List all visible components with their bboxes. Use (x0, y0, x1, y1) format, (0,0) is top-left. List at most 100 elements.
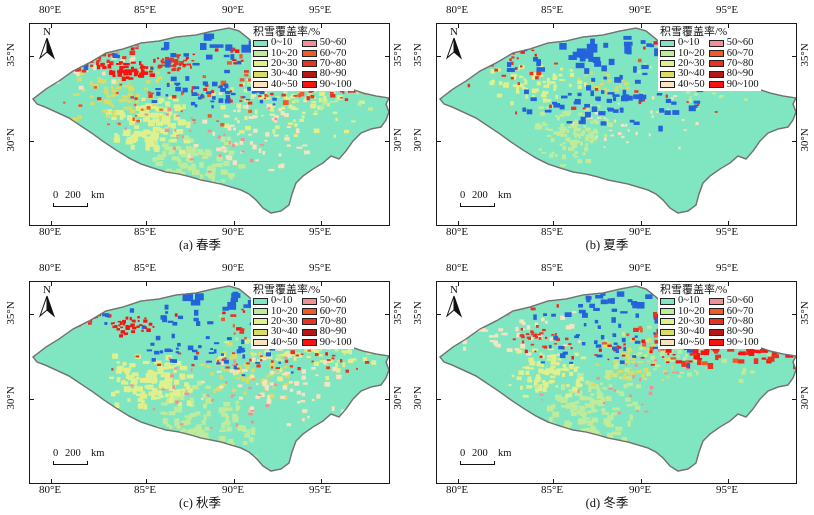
legend-swatch (708, 297, 724, 305)
lon-label-bottom: 90°E (628, 226, 652, 238)
lon-label-bottom: 90°E (221, 226, 245, 238)
legend-label: 70~80 (319, 57, 347, 69)
tick-mark (233, 282, 235, 286)
scale-bar-line (53, 203, 88, 207)
lon-label-top: 95°E (715, 4, 739, 16)
scale-zero-label: 0 (53, 190, 59, 201)
legend-swatch (301, 81, 317, 89)
legend-label: 60~70 (319, 305, 347, 317)
legend-label: 50~60 (319, 37, 347, 49)
legend-label: 50~60 (726, 295, 754, 307)
north-arrow-icon: N (38, 284, 56, 318)
legend-column: 0~10 10~20 20~30 30~40 40~50 (253, 37, 298, 90)
plateau-outline (439, 285, 796, 472)
legend-title: 积雪覆盖率/% (660, 26, 728, 38)
scale-zero-label: 0 (460, 448, 466, 459)
legend-row: 60~70 (708, 305, 759, 317)
legend-swatch (708, 308, 724, 316)
legend-label: 50~60 (726, 37, 754, 49)
lon-label-bottom: 95°E (715, 226, 739, 238)
lon-label-top: 80°E (38, 4, 62, 16)
tick-mark (30, 313, 34, 315)
legend-swatch (301, 328, 317, 336)
legend-swatch (660, 339, 675, 347)
scale-distance-label: 200 (472, 448, 488, 459)
legend-row: 80~90 (301, 68, 352, 80)
lat-label-left: 30°N (412, 128, 424, 152)
tick-mark (145, 24, 147, 28)
lat-label-left: 30°N (412, 386, 424, 410)
legend-label: 20~30 (678, 315, 705, 327)
legend-row: 20~30 (253, 58, 298, 69)
legend-swatch (708, 318, 724, 326)
legend-row: 80~90 (708, 327, 759, 337)
panel-caption: (a) 春季 (179, 238, 221, 252)
legend-swatch (660, 81, 675, 89)
panel-caption: (c) 秋季 (179, 496, 221, 510)
legend-row: 0~10 (253, 37, 298, 48)
legend-label: 30~40 (678, 326, 705, 338)
tick-mark (437, 313, 441, 315)
tick-mark (50, 479, 52, 483)
lon-label-top: 90°E (628, 4, 652, 16)
legend-swatch (301, 39, 317, 47)
lon-label-top: 90°E (221, 4, 245, 16)
legend-swatch (253, 39, 268, 47)
legend-row: 90~100 (708, 79, 759, 90)
legend: 积雪覆盖率/% 0~10 10~20 20~30 30~40 40~50 50~60 60~… (658, 26, 761, 91)
legend-swatch (660, 50, 675, 58)
legend-label: 80~90 (319, 68, 347, 80)
legend-swatch (660, 70, 675, 78)
tick-mark (792, 313, 796, 315)
legend-swatch (708, 60, 724, 68)
scale-zero-label: 0 (460, 190, 466, 201)
tick-mark (320, 221, 322, 225)
lat-label-left: 30°N (5, 386, 17, 410)
lat-label-left: 35°N (412, 43, 424, 67)
legend-swatch (253, 308, 268, 316)
legend-label: 60~70 (726, 47, 754, 59)
legend-row: 50~60 (708, 295, 759, 307)
lat-label-right: 30°N (392, 386, 404, 410)
north-arrow-left-half (445, 37, 455, 60)
scale-distance-label: 200 (65, 190, 81, 201)
scale-unit-label: km (91, 190, 105, 201)
legend-row: 40~50 (660, 337, 705, 348)
legend-title: 积雪覆盖率/% (660, 284, 728, 296)
lon-label-top: 90°E (221, 262, 245, 274)
lat-label-right: 30°N (799, 128, 811, 152)
map-frame: N 积雪覆盖率/% 0~10 10~20 20~30 30~40 40~50 50~60 6… (436, 23, 797, 226)
legend-row: 70~80 (301, 57, 352, 69)
tick-mark (552, 479, 554, 483)
tick-mark (233, 24, 235, 28)
legend-title: 积雪覆盖率/% (253, 284, 321, 296)
legend-label: 90~100 (319, 78, 352, 90)
north-arrow-left-half (38, 295, 48, 318)
tick-mark (457, 479, 459, 483)
legend-swatch (708, 39, 724, 47)
legend-swatch (660, 328, 675, 336)
legend-row: 10~20 (253, 306, 298, 316)
lon-label-top: 95°E (308, 262, 332, 274)
legend-label: 0~10 (678, 37, 700, 49)
legend-swatch (708, 70, 724, 78)
legend-label: 20~30 (271, 315, 298, 327)
legend: 积雪覆盖率/% 0~10 10~20 20~30 30~40 40~50 50~60 60~… (658, 284, 761, 349)
legend-row: 70~80 (301, 315, 352, 327)
map-frame: N 积雪覆盖率/% 0~10 10~20 20~30 30~40 40~50 50~60 6… (29, 281, 390, 484)
scale-zero-label: 0 (53, 448, 59, 459)
map-frame: N 积雪覆盖率/% 0~10 10~20 20~30 30~40 40~50 50~60 6… (29, 23, 390, 226)
tick-mark (50, 282, 52, 286)
scale-distance-label: 200 (472, 190, 488, 201)
scale-distance-label: 200 (65, 448, 81, 459)
legend-row: 90~100 (301, 337, 352, 348)
legend-swatch (301, 60, 317, 68)
north-label: N (43, 284, 51, 296)
legend-label: 60~70 (726, 305, 754, 317)
plateau-outline (439, 27, 796, 214)
lat-label-left: 35°N (5, 43, 17, 67)
lon-label-top: 90°E (628, 262, 652, 274)
tick-mark (145, 282, 147, 286)
legend-label: 70~80 (319, 315, 347, 327)
